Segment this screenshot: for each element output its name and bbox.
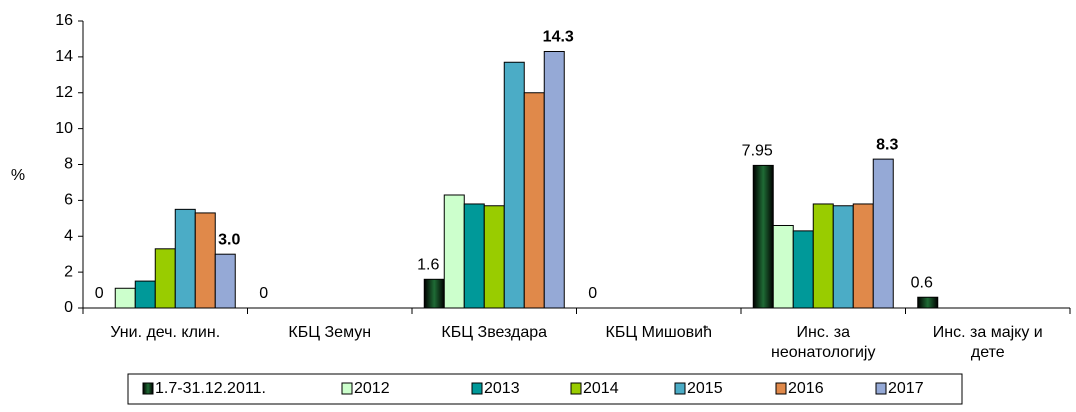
bar <box>792 230 814 309</box>
y-tick-label: 4 <box>64 227 73 244</box>
legend-box <box>127 373 963 405</box>
bar <box>154 248 176 309</box>
y-tick-label: 2 <box>64 263 73 280</box>
data-label: 0 <box>588 285 597 302</box>
bar <box>483 205 505 309</box>
data-label: 0.6 <box>911 274 933 291</box>
legend-swatch <box>674 382 686 395</box>
legend-swatch <box>471 382 483 395</box>
y-tick-label: 14 <box>55 48 73 65</box>
bar <box>752 164 774 309</box>
y-tick-label: 8 <box>64 156 73 173</box>
legend-label: 2017 <box>888 380 924 397</box>
legend-swatch <box>875 382 887 395</box>
data-label: 7.95 <box>742 143 773 160</box>
bar <box>812 203 834 309</box>
y-tick-label: 12 <box>55 84 73 101</box>
legend-label: 2015 <box>687 380 723 397</box>
legend-swatch <box>341 382 353 395</box>
bar <box>772 224 794 309</box>
bar <box>174 208 196 309</box>
y-axis-label: % <box>11 167 25 184</box>
bar <box>523 92 545 309</box>
x-tick-label: Инс. за неонатологију <box>771 324 876 361</box>
data-label: 1.6 <box>417 257 439 274</box>
bar <box>194 212 216 309</box>
bar <box>443 194 465 309</box>
bar <box>917 296 939 309</box>
bar <box>832 205 854 309</box>
bar <box>852 203 874 309</box>
legend-label: 2014 <box>583 380 619 397</box>
y-tick-label: 6 <box>64 192 73 209</box>
data-label: 0 <box>259 285 268 302</box>
legend-swatch <box>775 382 787 395</box>
x-tick-label: Инс. за мајку и дете <box>932 324 1043 361</box>
bar <box>423 278 445 309</box>
data-label: 14.3 <box>543 29 574 46</box>
bar <box>463 203 485 309</box>
bar <box>114 287 136 309</box>
bar <box>134 280 156 309</box>
bar <box>872 158 894 309</box>
x-tick-label: Уни. деч. клин. <box>110 324 221 341</box>
y-tick-label: 10 <box>55 120 73 137</box>
bar <box>543 50 565 309</box>
legend-swatch <box>142 382 154 395</box>
legend-swatch <box>570 382 582 395</box>
data-label: 0 <box>95 285 104 302</box>
bar <box>214 253 236 309</box>
x-tick-label: КБЦ Звездара <box>441 324 548 341</box>
legend-label: 2013 <box>484 380 520 397</box>
x-tick-label: КБЦ Мишовић <box>605 324 712 341</box>
bar <box>503 61 525 309</box>
y-tick-label: 0 <box>64 299 73 316</box>
legend-label: 1.7-31.12.2011. <box>155 380 266 397</box>
data-label: 8.3 <box>876 136 898 153</box>
data-label: 3.0 <box>218 231 240 248</box>
legend-label: 2016 <box>788 380 824 397</box>
x-tick-label: КБЦ Земун <box>288 324 372 341</box>
y-tick-label: 16 <box>55 12 73 29</box>
legend-label: 2012 <box>354 380 390 397</box>
